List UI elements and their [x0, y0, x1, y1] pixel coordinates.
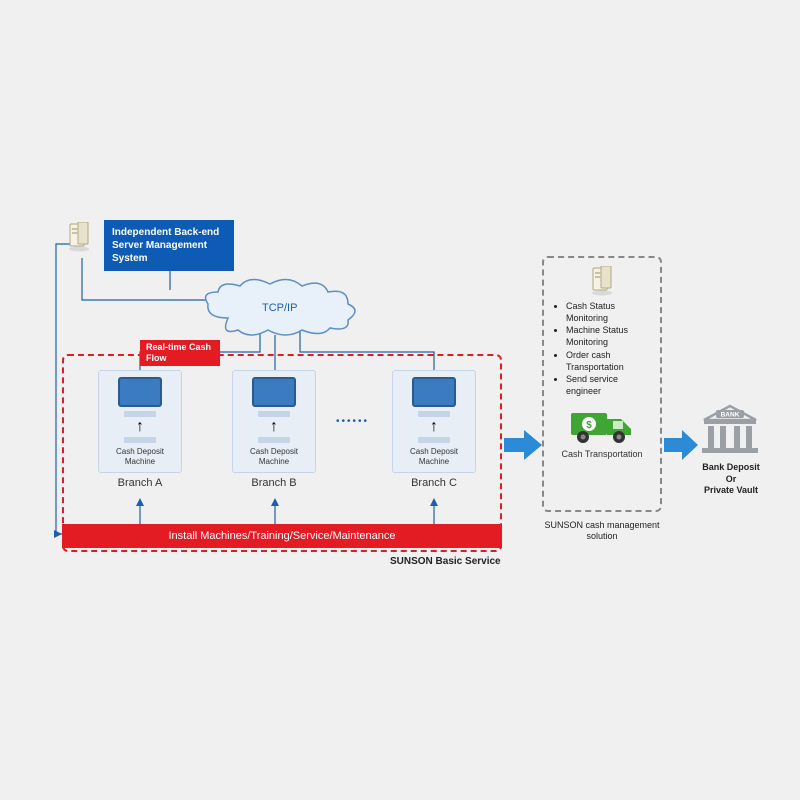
bank-line1: Bank Deposit: [702, 462, 760, 472]
branch-label: Branch A: [98, 477, 182, 489]
arrow-to-mgmt: [504, 430, 542, 460]
branch-label: Branch B: [232, 477, 316, 489]
cash-mgmt-box: Cash Status Monitoring Machine Status Mo…: [542, 256, 662, 512]
mgmt-item: Send service engineer: [566, 373, 652, 397]
server-icon-left: [68, 222, 90, 252]
cdm-label: Cash Deposit Machine: [397, 447, 471, 466]
cdm-branch-b: ↑ Cash Deposit Machine Branch B: [232, 370, 316, 489]
svg-text:$: $: [586, 420, 592, 431]
mgmt-item: Order cash Transportation: [566, 349, 652, 373]
truck-icon: $: [567, 407, 637, 447]
cloud-label: TCP/IP: [262, 302, 297, 314]
cdm-label: Cash Deposit Machine: [103, 447, 177, 466]
mgmt-list: Cash Status Monitoring Machine Status Mo…: [552, 300, 652, 397]
bank-icon: BANK: [700, 404, 760, 458]
basic-service-label: SUNSON Basic Service: [390, 556, 501, 567]
bank-caption: Bank Deposit Or Private Vault: [696, 462, 766, 497]
cdm-branch-c: ↑ Cash Deposit Machine Branch C: [392, 370, 476, 489]
cash-flow-badge: Real-time Cash Flow: [140, 340, 220, 366]
bank-line2: Or: [726, 474, 737, 484]
truck-label: Cash Transportation: [552, 449, 652, 459]
cdm-branch-a: ↑ Cash Deposit Machine Branch A: [98, 370, 182, 489]
backend-system-box: Independent Back-end Server Management S…: [104, 220, 234, 271]
arrow-to-bank: [664, 430, 698, 460]
diagram-canvas: Independent Back-end Server Management S…: [0, 0, 800, 800]
mgmt-item: Machine Status Monitoring: [566, 324, 652, 348]
server-icon-right: [591, 266, 613, 296]
bank-line3: Private Vault: [704, 485, 758, 495]
mgmt-caption: SUNSON cash management solution: [542, 520, 662, 542]
svg-text:BANK: BANK: [721, 412, 740, 419]
install-service-bar: Install Machines/Training/Service/Mainte…: [62, 524, 502, 548]
cdm-label: Cash Deposit Machine: [237, 447, 311, 466]
mgmt-item: Cash Status Monitoring: [566, 300, 652, 324]
ellipsis-dots: ••••••: [336, 416, 369, 427]
branch-label: Branch C: [392, 477, 476, 489]
